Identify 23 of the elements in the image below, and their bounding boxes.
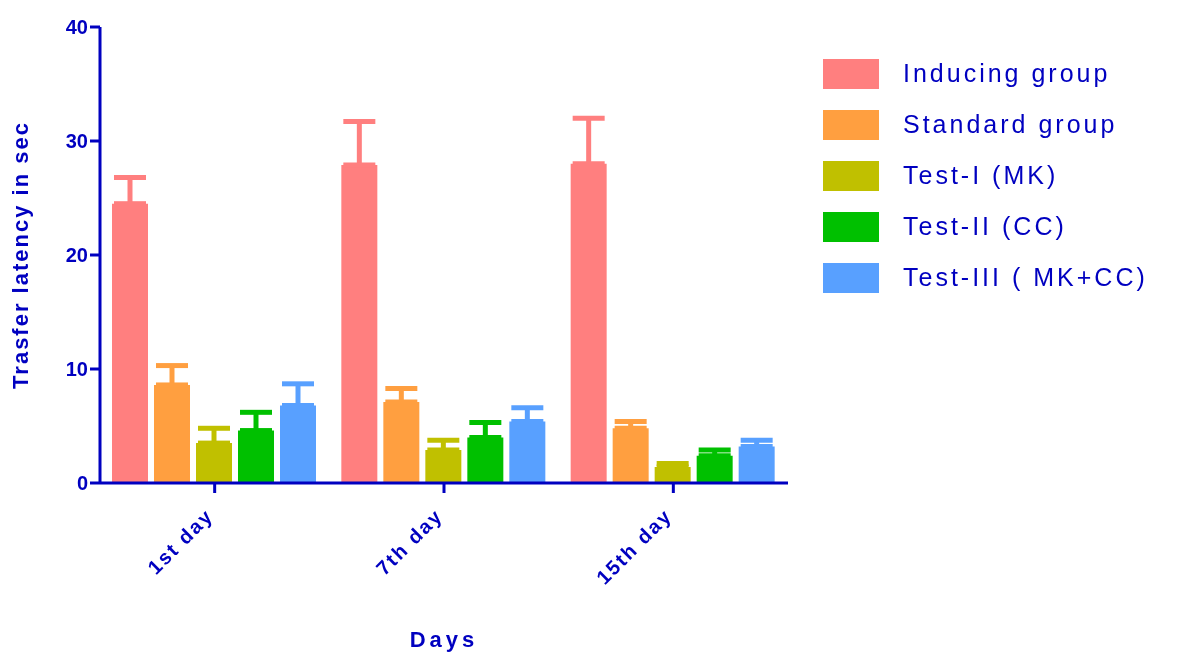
legend-label: Standard group [903,110,1118,139]
bar [154,384,190,483]
bar [425,449,462,483]
y-tick-label: 40 [65,16,88,39]
legend-label: Test-III ( MK+CC) [903,263,1148,292]
legend-label: Test-I (MK) [903,161,1059,190]
y-axis-title: Trasfer latency in sec [7,121,33,389]
bar [280,405,316,483]
bar [238,430,274,483]
y-tick-label: 10 [65,358,88,381]
bar [509,421,546,483]
bar [341,164,378,483]
x-tick-label: 7th day [371,504,447,580]
y-tick-label: 0 [76,472,88,495]
y-tick-label: 20 [65,244,88,267]
x-tick-label: 1st day [143,504,218,579]
legend-label: Inducing group [903,59,1111,88]
x-axis-title: Days [409,627,479,652]
y-tick-label: 30 [65,130,88,153]
bar [112,203,148,483]
legend-label: Test-II (CC) [903,212,1067,241]
bar [467,437,504,483]
bar [570,163,607,483]
